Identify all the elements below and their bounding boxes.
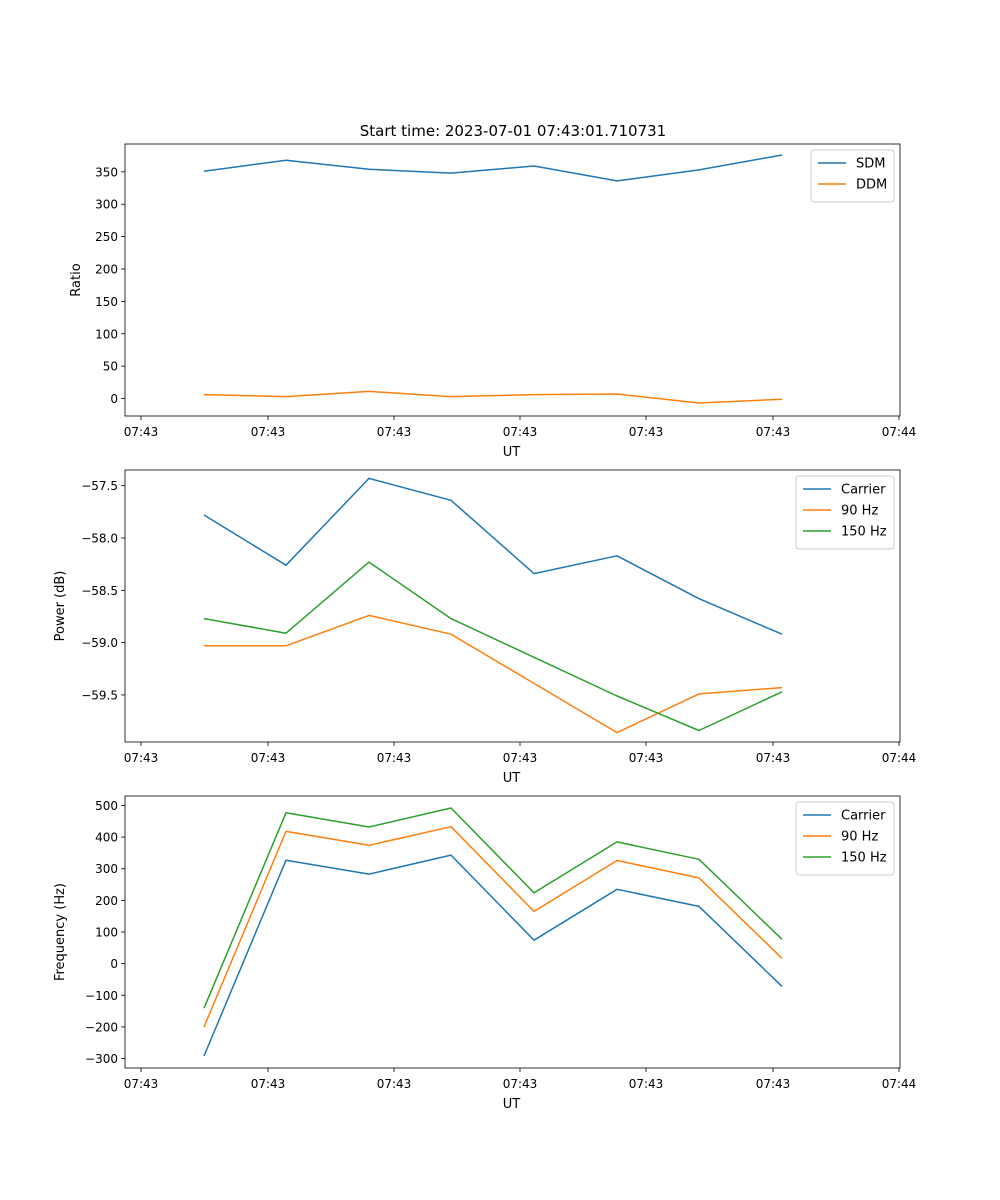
chart-panel-2: 07:43 07:43 07:43 07:43 07:43 07:43 07:44 −57.5… <box>53 469 917 786</box>
series-line-ddm <box>203 390 783 404</box>
legend: Carrier 90 Hz 150 Hz <box>795 475 895 550</box>
x-tick-label: 07:43 <box>377 1077 412 1091</box>
series-line-carrier <box>203 477 783 635</box>
x-tick-label: 07:43 <box>251 1077 286 1091</box>
figure-title: Start time: 2023-07-01 07:43:01.710731 <box>360 122 666 140</box>
x-tick-label: 07:43 <box>756 1077 791 1091</box>
legend: SDM DDM <box>810 149 895 203</box>
x-tick-label: 07:44 <box>882 751 917 765</box>
legend-label: 150 Hz <box>841 525 887 540</box>
x-axis-label: UT <box>503 445 521 460</box>
y-tick-label: −57.5 <box>81 479 118 493</box>
x-tick-label: 07:43 <box>756 751 791 765</box>
x-tick-label: 07:43 <box>251 425 286 439</box>
legend: Carrier 90 Hz 150 Hz <box>795 801 895 876</box>
x-tick-label: 07:43 <box>377 425 412 439</box>
x-tick-label: 07:43 <box>503 425 538 439</box>
y-tick-label: 500 <box>95 799 118 813</box>
panels: 07:43 07:43 07:43 07:43 07:43 07:43 07:44 0 50 10… <box>53 143 917 1112</box>
y-tick-label: −58.5 <box>81 584 118 598</box>
x-tick-label: 07:43 <box>629 1077 664 1091</box>
x-tick-label: 07:43 <box>124 1077 159 1091</box>
x-tick-label: 07:43 <box>124 425 159 439</box>
series-line-150-hz <box>203 561 783 732</box>
y-tick-label: −59.5 <box>81 688 118 702</box>
y-tick-label: 300 <box>95 862 118 876</box>
legend-label: Carrier <box>841 809 886 824</box>
x-axis-label: UT <box>503 1097 521 1112</box>
y-tick-label: −59.0 <box>81 636 118 650</box>
axes-frame <box>124 795 901 1069</box>
x-tick-label: 07:43 <box>503 751 538 765</box>
y-axis-label: Ratio <box>69 263 84 296</box>
legend-label: 90 Hz <box>841 504 878 519</box>
legend-label: 90 Hz <box>841 830 878 845</box>
axes-frame <box>124 469 901 743</box>
y-tick-label: 150 <box>95 295 118 309</box>
y-tick-label: 300 <box>95 198 118 212</box>
series-line-90-hz <box>203 825 783 1028</box>
x-tick-label: 07:44 <box>882 425 917 439</box>
series-line-carrier <box>203 854 783 1057</box>
axes-frame <box>124 143 901 417</box>
x-tick-label: 07:43 <box>503 1077 538 1091</box>
x-tick-label: 07:43 <box>251 751 286 765</box>
y-tick-label: −58.0 <box>81 532 118 546</box>
legend-label: Carrier <box>841 483 886 498</box>
y-tick-label: −300 <box>85 1052 118 1066</box>
chart-panel-1: 07:43 07:43 07:43 07:43 07:43 07:43 07:44 0 50 10… <box>69 143 917 460</box>
y-axis-label: Power (dB) <box>53 571 68 642</box>
y-tick-label: −200 <box>85 1020 118 1034</box>
y-tick-label: 100 <box>95 926 118 940</box>
y-tick-label: 400 <box>95 831 118 845</box>
legend-label: SDM <box>856 157 885 172</box>
y-tick-label: 250 <box>95 230 118 244</box>
legend-label: DDM <box>856 178 887 193</box>
series-line-150-hz <box>203 807 783 1009</box>
x-tick-label: 07:43 <box>756 425 791 439</box>
y-tick-label: 0 <box>110 957 118 971</box>
y-tick-label: 0 <box>110 392 118 406</box>
y-tick-label: 50 <box>103 360 118 374</box>
series-line-sdm <box>203 154 783 182</box>
x-tick-label: 07:43 <box>629 425 664 439</box>
x-tick-label: 07:44 <box>882 1077 917 1091</box>
x-tick-label: 07:43 <box>629 751 664 765</box>
chart-panel-3: 07:43 07:43 07:43 07:43 07:43 07:43 07:44 −300 −… <box>53 795 917 1112</box>
y-axis-label: Frequency (Hz) <box>53 883 68 981</box>
series-line-90-hz <box>204 614 783 734</box>
y-tick-label: 100 <box>95 327 118 341</box>
x-axis-label: UT <box>503 771 521 786</box>
y-tick-label: 350 <box>95 165 118 179</box>
y-tick-label: 200 <box>95 894 118 908</box>
x-tick-label: 07:43 <box>377 751 412 765</box>
x-tick-label: 07:43 <box>124 751 159 765</box>
y-tick-label: −100 <box>85 989 118 1003</box>
legend-label: 150 Hz <box>841 851 887 866</box>
y-tick-label: 200 <box>95 262 118 276</box>
